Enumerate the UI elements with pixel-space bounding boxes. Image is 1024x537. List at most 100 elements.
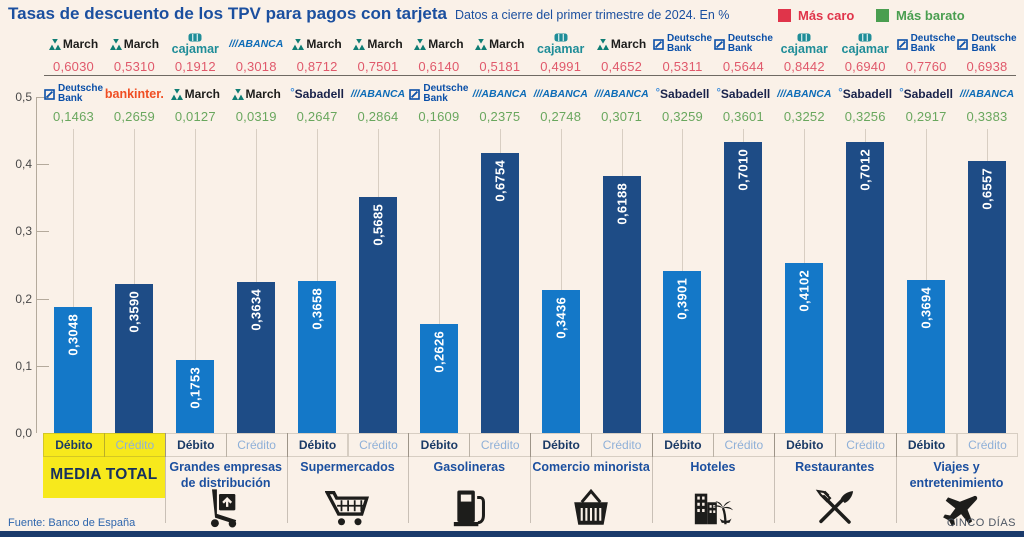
- mas-caro-bank: March: [408, 30, 469, 58]
- mas-barato-bank: ///ABANCA: [530, 80, 591, 108]
- mas-barato-cell: ///ABANCA 0,2375: [469, 80, 530, 124]
- march-wordmark: March: [245, 87, 281, 101]
- cajamar-wordmark: cajamar: [841, 41, 889, 56]
- march-triangles-icon: [170, 88, 183, 100]
- mas-caro-value: 0,5644: [722, 59, 764, 74]
- bar-débito: 0,3901: [663, 271, 702, 433]
- y-axis-tick-mark: [36, 298, 49, 300]
- axis-label-crédito: Crédito: [347, 433, 410, 457]
- march-logo: March: [353, 37, 403, 51]
- sabadell-logo: °Sabadell: [899, 87, 953, 101]
- bar-value-label: 0,3436: [553, 297, 569, 339]
- abanca-logo: ///ABANCA: [594, 88, 649, 100]
- basket-icon: [530, 487, 652, 529]
- mas-caro-value: 0,5311: [662, 59, 703, 74]
- cajamar-logo: cajamar: [842, 33, 889, 56]
- axis-label-crédito: Crédito: [834, 433, 897, 457]
- restaurant-icon: [774, 487, 896, 529]
- mas-barato-bank: ///ABANCA: [348, 80, 409, 108]
- y-axis-tick-mark: [36, 365, 49, 367]
- mas-caro-bank: Deutsche Bank: [896, 30, 957, 58]
- category-separator: [164, 433, 166, 523]
- mas-barato-value: 0,0127: [174, 109, 216, 124]
- category-separator: [530, 433, 532, 523]
- axis-label-crédito: Crédito: [225, 433, 288, 457]
- mas-barato-bank: °Sabadell: [287, 80, 348, 108]
- march-wordmark: March: [489, 37, 525, 51]
- sabadell-logo: °Sabadell: [717, 87, 771, 101]
- deutsche-logo: Deutsche Bank: [44, 82, 103, 105]
- bar-débito: 0,1753: [176, 360, 215, 433]
- mas-barato-cell: °Sabadell 0,3259: [652, 80, 713, 124]
- axis-label-crédito: Crédito: [712, 433, 775, 457]
- bar-débito: 0,3048: [54, 307, 93, 433]
- bar-value-label: 0,7010: [735, 149, 751, 191]
- mas-caro-cell: cajamar 0,6940: [835, 30, 896, 74]
- mas-caro-bank: March: [591, 30, 652, 58]
- mas-caro-value: 0,6938: [966, 59, 1008, 74]
- sabadell-wordmark: Sabadell: [294, 87, 344, 101]
- mas-barato-bank: Deutsche Bank: [43, 80, 104, 108]
- bar-value-label: 0,6557: [979, 168, 995, 210]
- axis-label-débito: Débito: [164, 433, 227, 457]
- mas-barato-value: 0,2375: [479, 109, 521, 124]
- mas-caro-bank: March: [104, 30, 165, 58]
- mas-barato-bank: °Sabadell: [652, 80, 713, 108]
- deutsche-bank-slash-icon: [653, 38, 664, 50]
- deutsche-bank-wordmark: Deutsche Bank: [57, 82, 103, 104]
- bar-value-label: 0,5685: [370, 204, 386, 246]
- mas-caro-cell: March 0,5181: [469, 30, 530, 74]
- march-wordmark: March: [610, 37, 647, 51]
- mas-barato-cell: ///ABANCA 0,3252: [774, 80, 835, 124]
- column-guide-line: [560, 129, 562, 433]
- bar-value-label: 0,3694: [918, 287, 934, 329]
- mas-caro-cell: Deutsche Bank 0,6938: [957, 30, 1018, 74]
- mas-barato-cell: March 0,0319: [226, 80, 287, 124]
- march-triangles-icon: [109, 38, 122, 50]
- y-axis-tick-label: 0,3: [15, 224, 32, 239]
- category-separator: [652, 433, 653, 523]
- mas-barato-bank: °Sabadell: [835, 80, 896, 108]
- abanca-logo: ///ABANCA: [959, 88, 1015, 100]
- y-axis-tick-label: 0,2: [15, 291, 32, 306]
- legend-mas-barato: Más barato: [876, 8, 965, 23]
- bar-crédito: 0,6754: [480, 153, 519, 433]
- category-name: Restaurantes: [795, 460, 875, 474]
- sabadell-wordmark: Sabadell: [720, 87, 771, 101]
- y-axis-tick-label: 0,4: [15, 157, 32, 172]
- mas-barato-bank: °Sabadell: [896, 80, 957, 108]
- deutsche-logo: Deutsche Bank: [653, 32, 712, 55]
- category-separator: [895, 433, 897, 523]
- march-wordmark: March: [62, 37, 99, 51]
- march-logo: March: [475, 37, 524, 51]
- mas-caro-value: 0,6030: [53, 59, 94, 74]
- mas-caro-cell: Deutsche Bank 0,7760: [896, 30, 957, 74]
- mas-barato-value: 0,2864: [357, 109, 399, 124]
- mas-caro-cell: March 0,6030: [43, 30, 104, 74]
- category-name: Comercio minorista: [532, 460, 650, 474]
- axis-label-crédito: Crédito: [103, 433, 166, 457]
- fuel-pump-icon: [408, 487, 530, 529]
- bar-value-label: 0,3590: [126, 291, 142, 333]
- mas-caro-bank: cajamar: [165, 30, 226, 58]
- bar-débito: 0,3658: [298, 281, 337, 433]
- mas-barato-bank: ///ABANCA: [591, 80, 652, 108]
- mas-caro-bank: March: [348, 30, 409, 58]
- bar-value-label: 0,2626: [431, 331, 447, 373]
- bar-crédito: 0,7010: [724, 142, 763, 433]
- mas-caro-value: 0,7501: [357, 59, 399, 74]
- bar-value-label: 0,3901: [674, 278, 690, 320]
- y-axis-tick-label: 0,0: [15, 426, 32, 440]
- sabadell-ring-icon: °: [655, 87, 661, 99]
- mas-barato-bank: ///ABANCA: [957, 80, 1018, 108]
- column-guide-line: [438, 129, 440, 433]
- cart-icon: [287, 487, 409, 529]
- sabadell-logo: °Sabadell: [290, 87, 344, 101]
- mas-caro-value: 0,3018: [235, 59, 277, 74]
- mas-barato-bank: ///ABANCA: [774, 80, 835, 108]
- mas-barato-cell: ///ABANCA 0,2748: [530, 80, 591, 124]
- mas-caro-bank: cajamar: [835, 30, 896, 58]
- axis-label-débito: Débito: [408, 433, 471, 457]
- mas-caro-bank: Deutsche Bank: [652, 30, 713, 58]
- deutsche-bank-wordmark: Deutsche Bank: [666, 32, 712, 54]
